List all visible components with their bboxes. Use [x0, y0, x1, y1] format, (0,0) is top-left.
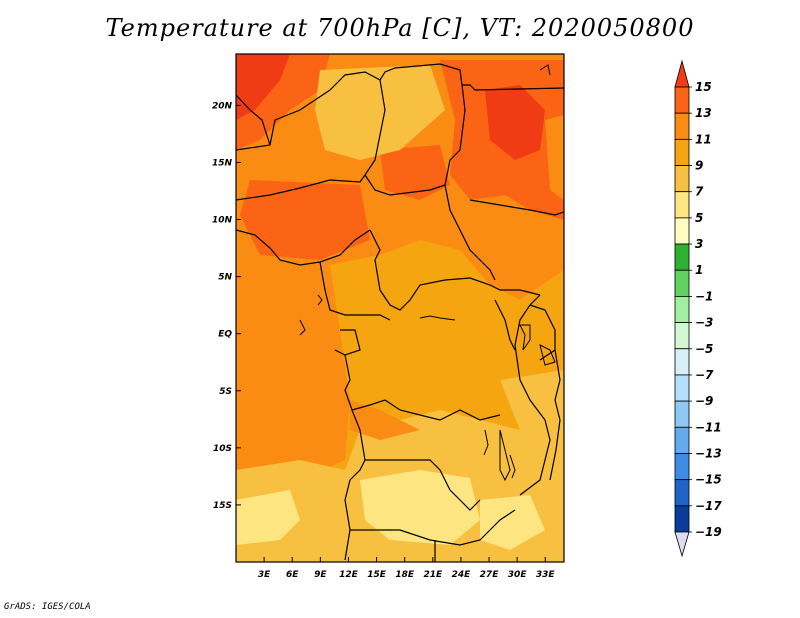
temperature-field	[236, 54, 564, 562]
colorbar-label: −9	[695, 394, 713, 408]
lat-label: 15S	[213, 501, 232, 511]
lat-label: 10S	[213, 444, 232, 454]
colorbar-label: 5	[695, 211, 703, 225]
lat-label: 5N	[218, 273, 232, 283]
map-frame	[235, 53, 565, 563]
lon-label: 33E	[536, 570, 556, 580]
colorbar-label: 11	[695, 132, 712, 146]
colorbar-label: 1	[695, 263, 703, 277]
lon-label: 3E	[258, 570, 271, 580]
colorbar-label: 15	[695, 80, 712, 94]
lat-label: EQ	[218, 330, 232, 340]
lon-label: 27E	[480, 570, 500, 580]
colorbar-label: −11	[695, 420, 722, 434]
lat-label: 5S	[219, 387, 232, 397]
colorbar-segment	[674, 505, 690, 533]
colorbar-label: −7	[695, 368, 714, 382]
colorbar-label: 7	[695, 185, 704, 199]
map-title: Temperature at 700hPa [C], VT: 202005080…	[105, 14, 695, 42]
colorbar-segment	[674, 453, 690, 481]
colorbar-label: −15	[695, 473, 722, 487]
colorbar-label: −19	[695, 525, 722, 539]
colorbar-label: −13	[695, 446, 722, 460]
colorbar-segment	[674, 322, 690, 350]
colorbar-label: −17	[695, 499, 722, 513]
colorbar-segment	[674, 479, 690, 507]
lon-label: 18E	[395, 570, 415, 580]
lat-label: 20N	[212, 101, 233, 111]
lon-label: 9E	[314, 570, 327, 580]
colorbar-segment	[674, 217, 690, 245]
colorbar-segment	[674, 243, 690, 271]
colorbar-label: −5	[695, 342, 713, 356]
colorbar-segment	[674, 86, 690, 114]
colorbar-label: −1	[695, 289, 713, 303]
colorbar-top-arrow	[674, 59, 690, 88]
colorbar-segment	[674, 191, 690, 219]
colorbar-segment	[674, 296, 690, 323]
colorbar-bottom-arrow	[674, 531, 690, 558]
lon-label: 15E	[367, 570, 387, 580]
lon-label: 24E	[452, 570, 472, 580]
lat-label: 10N	[212, 216, 233, 226]
colorbar: 15 13 11 9 7 5 3 1 −1 −3 −5 −7 −9 −11 −13 −15 −17 −19	[674, 59, 722, 558]
colorbar-label: 3	[695, 237, 703, 251]
colorbar-segment	[674, 138, 690, 166]
colorbar-segment	[674, 165, 690, 193]
lat-label: 15N	[212, 158, 233, 168]
latitude-axis: 20N 15N 10N 5N EQ 5S 10S 15S	[212, 101, 241, 511]
lon-label: 21E	[423, 570, 443, 580]
lon-label: 12E	[339, 570, 359, 580]
colorbar-label: 9	[695, 159, 703, 173]
grads-credit: GrADS: IGES/COLA	[4, 602, 91, 612]
coastline	[299, 64, 556, 482]
lon-label: 30E	[508, 570, 528, 580]
colorbar-label: 13	[695, 106, 712, 120]
colorbar-segment	[674, 112, 690, 140]
colorbar-segment	[674, 426, 690, 454]
lon-label: 6E	[286, 570, 299, 580]
colorbar-segment	[674, 348, 690, 376]
colorbar-label: −3	[695, 316, 713, 330]
colorbar-segment	[674, 269, 690, 297]
colorbar-segment	[674, 400, 690, 428]
country-borders	[236, 63, 564, 562]
colorbar-segment	[674, 374, 690, 402]
longitude-axis: 3E 6E 9E 12E 15E 18E 21E 24E 27E 30E 33E	[258, 557, 556, 580]
